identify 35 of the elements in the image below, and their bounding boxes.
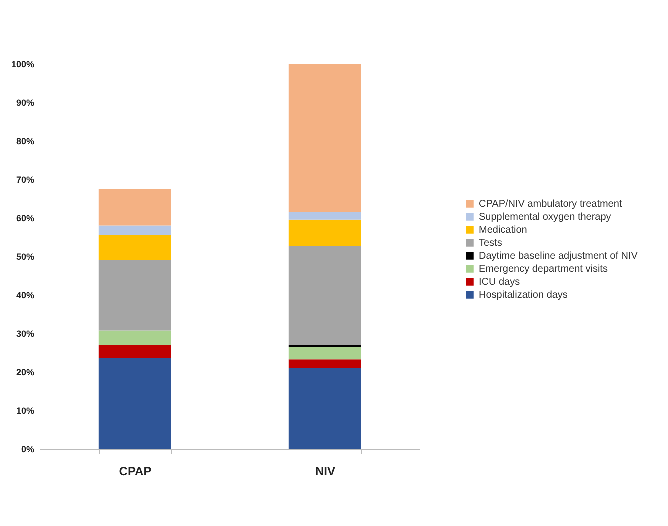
bar [98, 226, 172, 236]
legend-label: Supplemental oxygen therapy [479, 212, 612, 223]
legend-label: Daytime baseline adjustment of NIV [479, 251, 638, 262]
bar [98, 358, 172, 449]
bar [288, 246, 362, 346]
y-tick-label: 50% [16, 252, 34, 262]
legend-label: ICU days [479, 277, 520, 288]
legend-label: CPAP/NIV ambulatory treatment [479, 199, 622, 210]
bar [288, 346, 362, 360]
bar [98, 189, 172, 226]
y-tick-label: 0% [21, 444, 34, 454]
x-tick-label: CPAP [119, 464, 152, 478]
legend-label: Medication [479, 225, 528, 236]
legend-label: Tests [479, 238, 502, 249]
y-tick-label: 100% [11, 60, 34, 70]
y-tick-label: 40% [16, 290, 34, 300]
bar [288, 220, 362, 246]
y-tick-label: 60% [16, 214, 34, 224]
y-tick-label: 10% [16, 406, 34, 416]
bar [288, 360, 362, 368]
bar [98, 235, 172, 260]
bar [288, 368, 362, 449]
y-tick-label: 20% [16, 368, 34, 378]
y-tick-label: 90% [16, 98, 34, 108]
legend-label: Hospitalization days [479, 290, 568, 301]
bar [98, 345, 172, 359]
bar [98, 330, 172, 346]
bar [288, 64, 362, 212]
x-tick-label: NIV [315, 464, 336, 478]
y-tick-label: 30% [16, 329, 34, 339]
y-tick-label: 80% [16, 136, 34, 146]
bar [288, 212, 362, 220]
legend-label: Emergency department visits [479, 264, 608, 275]
bar [98, 260, 172, 331]
y-tick-label: 70% [16, 175, 34, 185]
